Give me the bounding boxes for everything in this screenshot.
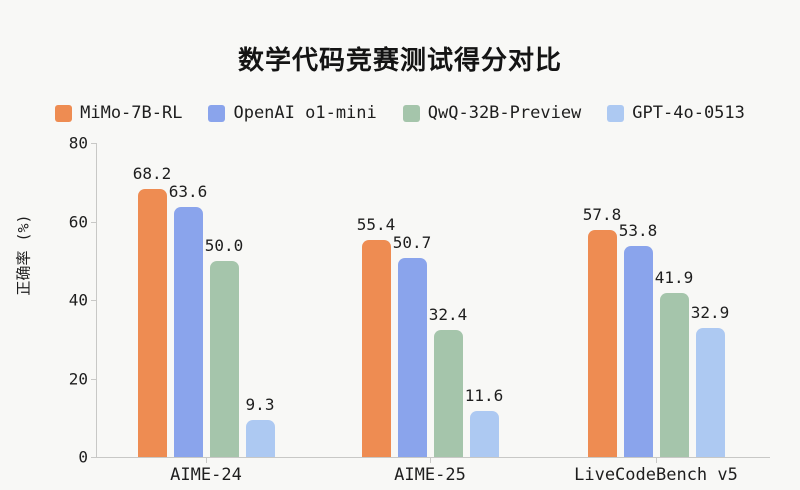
bar-value-label: 11.6	[464, 386, 504, 406]
y-tick	[91, 457, 96, 458]
bar	[469, 411, 499, 457]
bar-value-label: 55.4	[356, 214, 396, 234]
bar	[433, 329, 463, 457]
bar	[209, 260, 239, 457]
legend-item: QwQ-32B-Preview	[402, 103, 582, 123]
bar	[659, 292, 689, 457]
y-tick	[91, 378, 96, 380]
y-axis-label: 正确率 (%)	[14, 214, 33, 296]
category-label: AIME-24	[170, 465, 242, 485]
bar	[695, 327, 725, 457]
x-tick	[656, 458, 657, 463]
bar-value-label: 50.7	[392, 233, 432, 252]
bar-value-label: 53.8	[618, 220, 658, 240]
bar	[137, 189, 167, 457]
y-tick-label: 60	[68, 212, 88, 231]
legend-swatch	[208, 105, 226, 122]
bar-value-label: 50.0	[204, 235, 244, 255]
legend-item: OpenAI o1-mini	[208, 103, 377, 123]
legend-swatch	[55, 105, 73, 122]
bar	[623, 245, 653, 457]
bar-value-label: 63.6	[168, 182, 208, 202]
x-tick	[206, 458, 207, 463]
bar-value-label: 68.2	[132, 164, 172, 184]
legend-swatch	[607, 105, 625, 122]
bar	[587, 230, 617, 457]
y-tick-label: 80	[68, 133, 88, 153]
bar	[173, 207, 203, 457]
legend-item: GPT-4o-0513	[607, 105, 745, 122]
y-axis-line	[96, 143, 97, 458]
legend-swatch	[402, 105, 420, 122]
legend-label: OpenAI o1-mini	[233, 103, 377, 123]
x-tick	[430, 458, 431, 463]
legend-label: MiMo-7B-RL	[80, 103, 183, 123]
chart-title: 数学代码竞赛测试得分对比	[237, 46, 562, 76]
y-tick	[91, 300, 96, 301]
y-tick-label: 0	[78, 447, 88, 467]
bar	[245, 420, 275, 457]
category-label: LiveCodeBench v5	[574, 465, 738, 485]
legend: MiMo-7B-RL OpenAI o1-mini QwQ-32B-Preview G…	[0, 105, 800, 122]
y-tick	[91, 221, 96, 223]
bar	[361, 239, 391, 457]
bar-value-label: 9.3	[245, 395, 275, 415]
y-tick-label: 40	[68, 290, 88, 310]
bar-value-label: 32.9	[690, 302, 730, 322]
bar-value-label: 41.9	[654, 267, 694, 287]
category-label: AIME-25	[394, 465, 466, 485]
bar	[397, 258, 427, 457]
bar-value-label: 57.8	[582, 205, 622, 225]
legend-item: MiMo-7B-RL	[55, 105, 182, 122]
y-tick-label: 20	[68, 369, 88, 388]
x-axis-line	[96, 457, 770, 458]
y-tick	[91, 143, 96, 144]
legend-label: QwQ-32B-Preview	[427, 103, 582, 123]
bar-value-label: 32.4	[428, 304, 468, 324]
legend-label: GPT-4o-0513	[632, 103, 745, 123]
plot-area: 0 20 40 60 80 AIME-24 68.2 63.6 50.0 9.3 AIME-25 55…	[69, 134, 770, 485]
